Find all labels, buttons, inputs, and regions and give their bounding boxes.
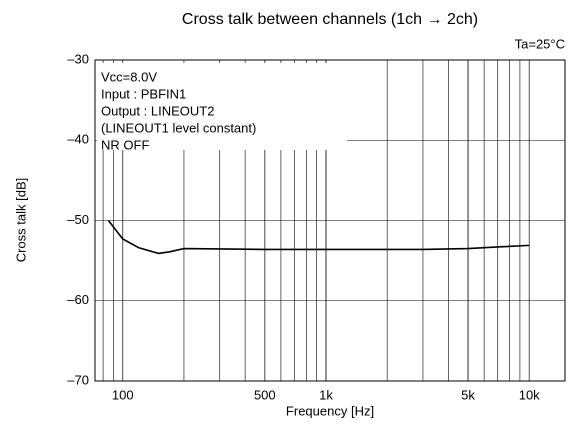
note: Input : PBFIN1 <box>101 86 186 101</box>
note: NR OFF <box>101 137 149 152</box>
note: (LINEOUT1 level constant) <box>101 120 256 135</box>
y-tick-label: –70 <box>67 372 89 387</box>
x-tick-label: 10k <box>519 387 540 402</box>
y-tick-label: –60 <box>67 292 89 307</box>
x-tick-label: 100 <box>112 387 134 402</box>
plot-frame <box>94 59 566 382</box>
x-axis-label: Frequency [Hz] <box>286 403 374 418</box>
y-axis-label: Cross talk [dB] <box>13 178 28 263</box>
y-tick-label: –30 <box>67 51 89 66</box>
data-line <box>107 220 530 255</box>
y-tick-label: –40 <box>67 132 89 147</box>
note: Output : LINEOUT2 <box>101 103 214 118</box>
annotation: Ta=25°C <box>515 36 565 51</box>
x-tick-label: 1k <box>319 387 333 402</box>
y-tick-label: –50 <box>67 212 89 227</box>
x-tick-label: 500 <box>254 387 276 402</box>
x-tick-label: 5k <box>461 387 475 402</box>
note: Vcc=8.0V <box>101 69 157 84</box>
notes-box <box>97 63 347 150</box>
chart-title: Cross talk between channels (1ch → 2ch) <box>182 11 478 28</box>
